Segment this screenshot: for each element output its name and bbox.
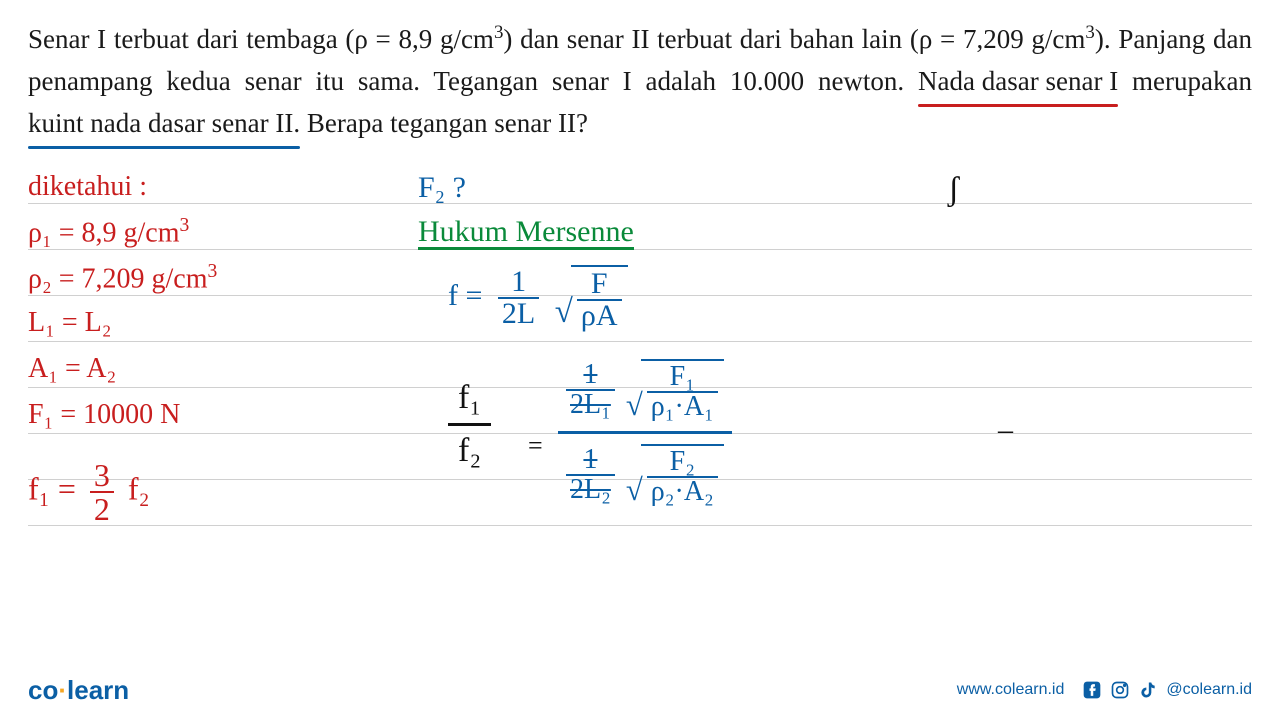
ratio-right: 1 2L₁ √ F₁ ρ₁·A₁ 1 2L₂: [558, 355, 732, 510]
brand-logo: co·learn: [28, 675, 129, 706]
force-1: F₁ = 10000 N: [28, 399, 180, 431]
mersenne-formula: f = 1 2L √ F ρA: [448, 265, 628, 331]
rho2: ρ₂ = 7,209 g/cm3: [28, 261, 217, 295]
footer: co·learn www.colearn.id @colearn.id: [0, 660, 1280, 720]
problem-line3-pre: itu sama. Tegangan senar I adalah 10.000…: [315, 66, 918, 96]
areas-equal: A₁ = A₂: [28, 353, 116, 385]
mersenne-law: Hukum Mersenne: [418, 215, 634, 250]
problem-line1-sup: 3: [494, 22, 503, 43]
brand-dot: ·: [58, 675, 67, 705]
problem-line2-sup: 3: [1085, 22, 1094, 43]
problem-line2-pre: bahan lain (ρ = 7,209 g/cm: [790, 24, 1086, 54]
problem-line4-post: Berapa tegangan senar II?: [300, 108, 588, 138]
ruled-line: [28, 341, 1252, 342]
problem-line4-pre: merupakan: [1132, 66, 1252, 96]
problem-line1-pre: Senar I terbuat dari tembaga (ρ = 8,9 g/…: [28, 24, 494, 54]
social-icons: @colearn.id: [1082, 680, 1252, 700]
footer-handle: @colearn.id: [1166, 681, 1252, 699]
ratio-equals: =: [528, 431, 543, 461]
underlined-red-phrase: Nada dasar senar I: [918, 61, 1118, 103]
facebook-icon: [1082, 680, 1102, 700]
brand-learn: learn: [67, 675, 129, 705]
underlined-blue-phrase: kuint nada dasar senar II.: [28, 103, 300, 145]
lengths-equal: L₁ = L₂: [28, 307, 112, 339]
tiktok-icon: [1138, 680, 1158, 700]
label-diketahui: diketahui :: [28, 171, 147, 203]
rho1: ρ₁ = 8,9 g/cm3: [28, 215, 189, 249]
ruled-line: [28, 249, 1252, 250]
problem-statement: Senar I terbuat dari tembaga (ρ = 8,9 g/…: [0, 0, 1280, 153]
brand-co: co: [28, 675, 58, 705]
problem-line1-post: ) dan senar II terbuat dari: [503, 24, 781, 54]
instagram-icon: [1110, 680, 1130, 700]
stray-mark-s: ʃ: [948, 171, 959, 209]
stray-mark-dash: –: [998, 413, 1013, 447]
ratio-left: f₁ f₂: [448, 373, 491, 476]
ruled-line: [28, 525, 1252, 526]
handwritten-work: diketahui : ρ₁ = 8,9 g/cm3 ρ₂ = 7,209 g/…: [28, 163, 1252, 583]
footer-url: www.colearn.id: [957, 681, 1065, 699]
freq-relation: f₁ = 3 2 f₂: [28, 459, 150, 525]
footer-right: www.colearn.id @colearn.id: [957, 680, 1252, 700]
question-f2: F₂ ?: [418, 171, 466, 205]
ruled-line: [28, 203, 1252, 204]
